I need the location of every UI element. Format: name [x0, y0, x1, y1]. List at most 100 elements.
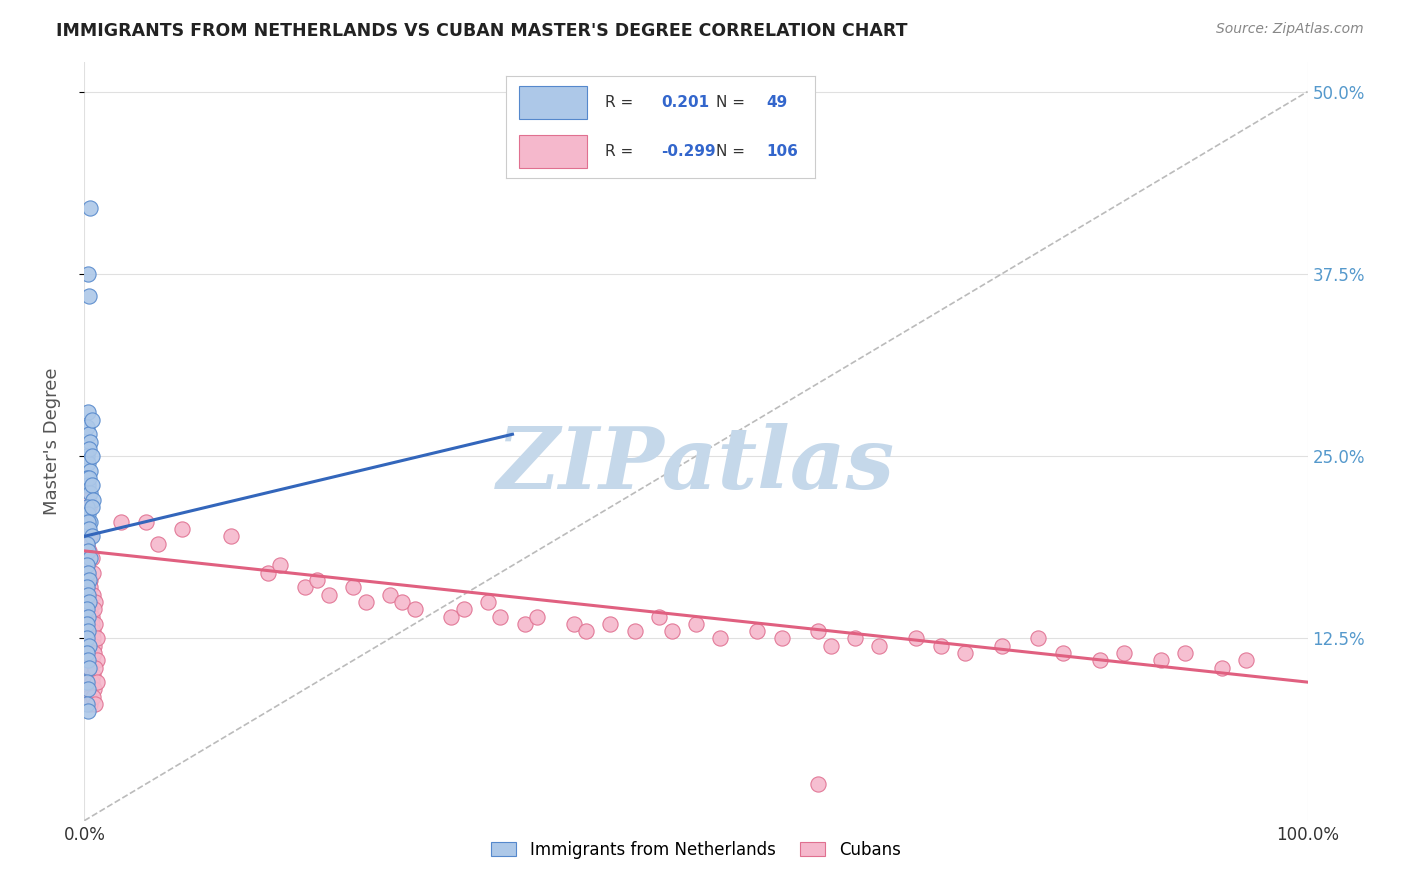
Point: [1114, 646, 1136, 660]
Text: 49: 49: [766, 95, 787, 110]
Point: [77, 653, 100, 667]
Point: [953, 646, 976, 660]
Point: [354, 595, 377, 609]
Point: [76, 632, 98, 646]
Point: [770, 632, 793, 646]
Point: [929, 639, 952, 653]
Point: [453, 602, 475, 616]
Point: [477, 595, 499, 609]
Point: [79, 551, 101, 566]
Point: [76, 536, 98, 550]
Point: [76, 558, 98, 573]
Point: [82, 566, 104, 580]
Point: [86, 675, 108, 690]
Point: [77, 595, 100, 609]
Point: [305, 573, 328, 587]
Point: [82, 588, 104, 602]
Point: [83, 682, 105, 697]
Point: [83, 602, 105, 616]
Point: [79, 434, 101, 449]
Point: [79, 646, 101, 660]
Text: Source: ZipAtlas.com: Source: ZipAtlas.com: [1216, 22, 1364, 37]
Point: [80, 639, 103, 653]
Point: [76, 522, 98, 536]
Point: [807, 624, 830, 639]
Text: IMMIGRANTS FROM NETHERLANDS VS CUBAN MASTER'S DEGREE CORRELATION CHART: IMMIGRANTS FROM NETHERLANDS VS CUBAN MAS…: [56, 22, 908, 40]
Point: [77, 682, 100, 697]
Point: [342, 580, 364, 594]
Point: [77, 457, 100, 471]
Point: [77, 624, 100, 639]
Point: [661, 624, 683, 639]
Text: -0.299: -0.299: [661, 145, 716, 160]
Point: [648, 609, 671, 624]
Point: [77, 515, 100, 529]
Point: [84, 697, 107, 711]
Legend: Immigrants from Netherlands, Cubans: Immigrants from Netherlands, Cubans: [485, 834, 907, 865]
Point: [1028, 632, 1050, 646]
Point: [869, 639, 891, 653]
Point: [79, 464, 101, 478]
Point: [820, 639, 842, 653]
Point: [76, 449, 98, 463]
Point: [77, 573, 100, 587]
Bar: [519, 87, 586, 119]
Point: [84, 616, 107, 631]
Point: [135, 515, 157, 529]
Point: [76, 471, 98, 485]
Point: [80, 449, 103, 463]
Point: [1236, 653, 1258, 667]
Point: [219, 529, 242, 543]
Point: [77, 588, 100, 602]
Point: [82, 492, 104, 507]
Point: [526, 609, 548, 624]
Point: [391, 595, 413, 609]
Point: [76, 616, 98, 631]
Point: [83, 646, 105, 660]
Point: [77, 267, 100, 281]
Point: [77, 522, 100, 536]
Point: [80, 529, 103, 543]
Point: [1150, 653, 1173, 667]
Point: [84, 660, 107, 674]
Bar: [519, 136, 586, 168]
Point: [79, 515, 101, 529]
Point: [76, 697, 98, 711]
Point: [79, 485, 101, 500]
Point: [77, 639, 100, 653]
Point: [76, 558, 98, 573]
Point: [77, 566, 100, 580]
Point: [77, 471, 100, 485]
Point: [79, 529, 101, 543]
Point: [1088, 653, 1111, 667]
Point: [77, 492, 100, 507]
Point: [79, 682, 101, 697]
Point: [76, 646, 98, 660]
Point: [77, 595, 100, 609]
Point: [77, 690, 100, 704]
Point: [513, 616, 536, 631]
Point: [80, 675, 103, 690]
Point: [80, 412, 103, 426]
Point: [82, 690, 104, 704]
Point: [1052, 646, 1074, 660]
Point: [86, 632, 108, 646]
Point: [80, 478, 103, 492]
Point: [83, 639, 105, 653]
Point: [76, 536, 98, 550]
Point: [76, 632, 98, 646]
Point: [79, 602, 101, 616]
Point: [76, 515, 98, 529]
Text: 106: 106: [766, 145, 797, 160]
Point: [76, 616, 98, 631]
Point: [79, 580, 101, 594]
Point: [807, 777, 830, 791]
Point: [146, 536, 169, 550]
Point: [77, 609, 100, 624]
Point: [77, 639, 100, 653]
Point: [79, 660, 101, 674]
Point: [77, 289, 100, 303]
Point: [77, 522, 100, 536]
Text: N =: N =: [717, 95, 745, 110]
Point: [269, 558, 291, 573]
